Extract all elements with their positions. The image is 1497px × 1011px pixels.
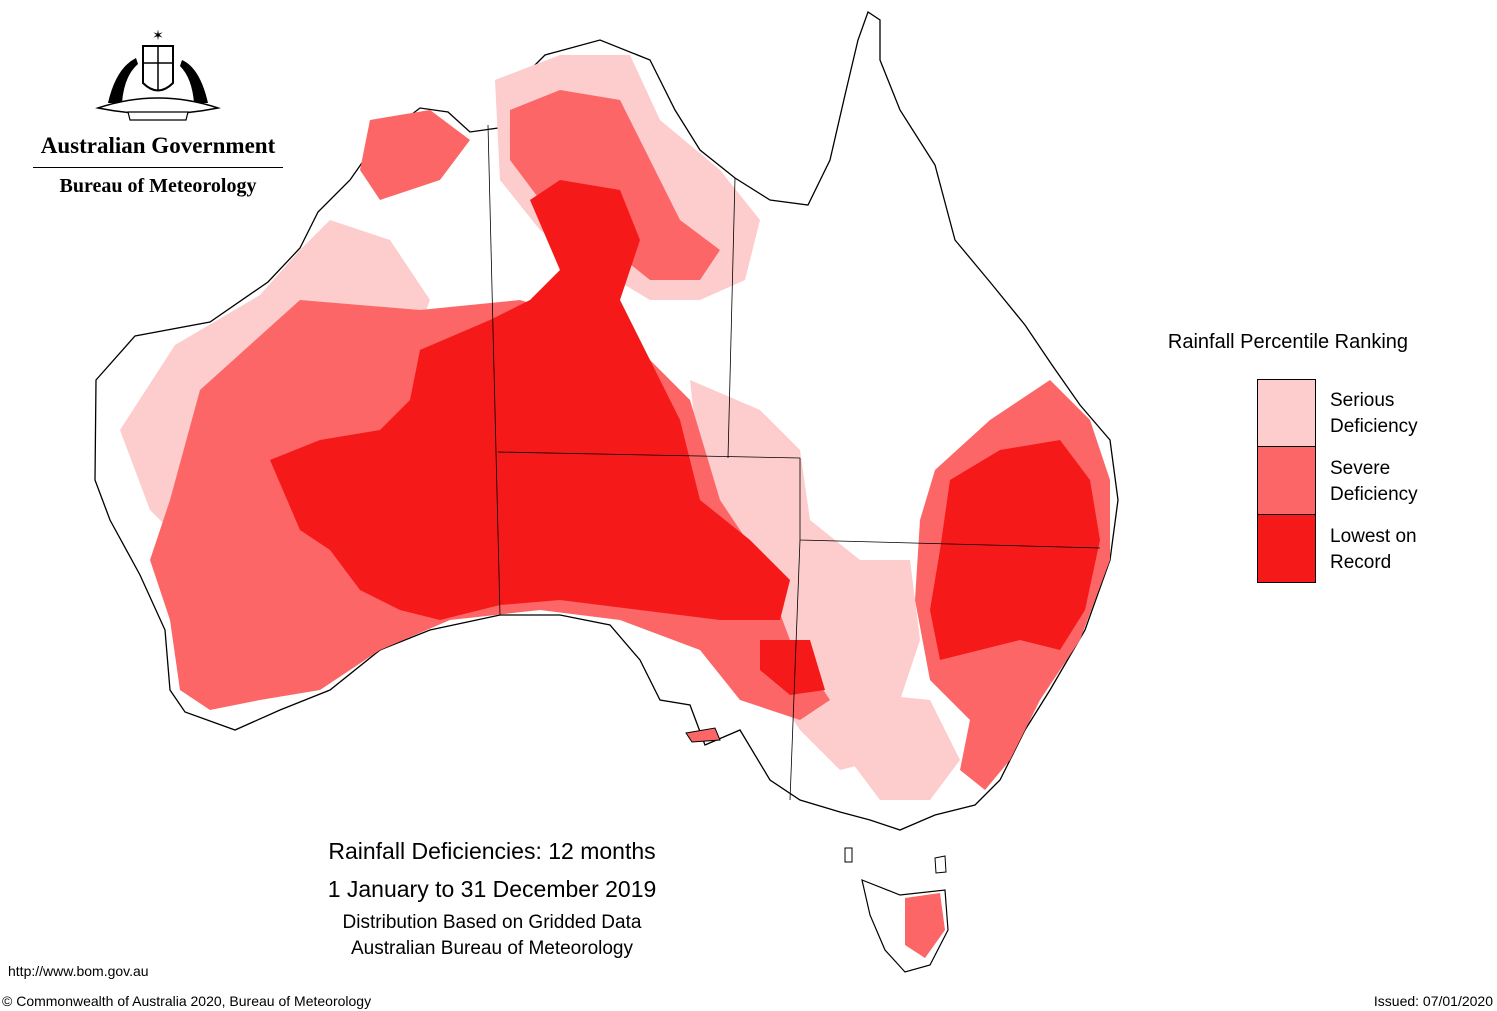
flinders-island <box>934 855 947 874</box>
wa-border <box>487 124 501 616</box>
legend-label-serious: Serious Deficiency <box>1330 390 1418 437</box>
nt-sa-border <box>497 451 801 459</box>
lowest-on-record-zones <box>270 180 1100 695</box>
severe-zone-north <box>510 90 720 280</box>
legend-title: Rainfall Percentile Ranking <box>1167 331 1409 353</box>
serious-zone-central-east <box>690 380 920 770</box>
serious-zone-southeast <box>830 690 960 800</box>
king-island <box>844 847 853 863</box>
severe-zone-northwest <box>360 110 470 200</box>
legend-label-lowest: Lowest on Record <box>1330 526 1417 573</box>
legend-label-severe: Severe Deficiency <box>1330 458 1418 505</box>
issued-date: Issued: 07/01/2020 <box>1373 993 1493 1009</box>
svg-text:✶: ✶ <box>152 28 164 44</box>
lowest-zone-south <box>760 640 825 695</box>
website-link[interactable]: http://www.bom.gov.au <box>8 963 149 979</box>
map-title: Rainfall Deficiencies: 12 months <box>328 838 656 864</box>
legend-swatch-lowest <box>1257 514 1316 583</box>
severe-zone-tasmania <box>905 893 945 958</box>
nt-qld-border <box>727 177 736 459</box>
legend-swatch-serious <box>1257 379 1316 447</box>
bureau-name: Bureau of Meteorology <box>59 175 257 197</box>
coat-of-arms-logo: ✶ <box>95 28 221 121</box>
sa-nsw-vic-border <box>789 539 801 801</box>
kangaroo-island <box>685 727 721 743</box>
header-divider <box>33 167 283 168</box>
tasmania <box>861 879 949 973</box>
copyright-notice: © Commonwealth of Australia 2020, Bureau… <box>2 993 372 1009</box>
government-name: Australian Government <box>40 133 276 158</box>
state-borders <box>487 124 1101 801</box>
map-source: Australian Bureau of Meteorology <box>351 938 633 959</box>
lowest-zone-east <box>930 440 1100 660</box>
map-period: 1 January to 31 December 2019 <box>327 876 657 902</box>
legend-swatch-severe <box>1257 446 1316 515</box>
lowest-zone-central <box>270 180 790 620</box>
map-method: Distribution Based on Gridded Data <box>342 912 642 933</box>
